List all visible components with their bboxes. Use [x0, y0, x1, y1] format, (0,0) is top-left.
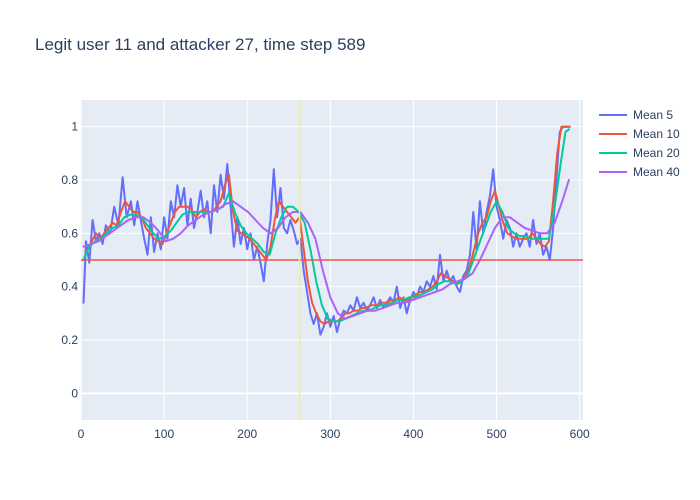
legend-item-mean-20[interactable]: Mean 20	[599, 146, 680, 160]
legend-item-mean-10[interactable]: Mean 10	[599, 127, 680, 141]
y-tick-label: 0.2	[61, 333, 78, 347]
y-tick-label: 0.6	[61, 226, 78, 240]
y-tick-label: 0.8	[61, 173, 78, 187]
chart-title: Legit user 11 and attacker 27, time step…	[35, 35, 365, 54]
legend-item-mean-40[interactable]: Mean 40	[599, 165, 680, 179]
y-tick-label: 0	[71, 386, 78, 400]
series-group	[82, 125, 571, 336]
x-tick-label: 600	[570, 427, 590, 441]
legend-label: Mean 20	[633, 146, 680, 160]
legend-label: Mean 40	[633, 165, 680, 179]
legend[interactable]: Mean 5 Mean 10 Mean 20 Mean 40	[599, 108, 680, 179]
x-tick-label: 100	[154, 427, 174, 441]
x-tick-label: 0	[78, 427, 85, 441]
x-tick-label: 300	[320, 427, 340, 441]
legend-item-mean-5[interactable]: Mean 5	[599, 108, 673, 122]
series-line-mean-40	[82, 179, 570, 320]
y-tick-label: 1	[71, 120, 78, 134]
x-tick-label: 500	[487, 427, 507, 441]
y-tick-label: 0.4	[61, 280, 78, 294]
plot-area: 0 100 200 300 400 500 600 0 0.2 0.4 0.6 0.8 1	[61, 100, 590, 441]
legend-label: Mean 10	[633, 127, 680, 141]
x-tick-label: 200	[237, 427, 257, 441]
legend-label: Mean 5	[633, 108, 673, 122]
series-line-mean-20	[82, 128, 570, 323]
x-tick-label: 400	[403, 427, 423, 441]
